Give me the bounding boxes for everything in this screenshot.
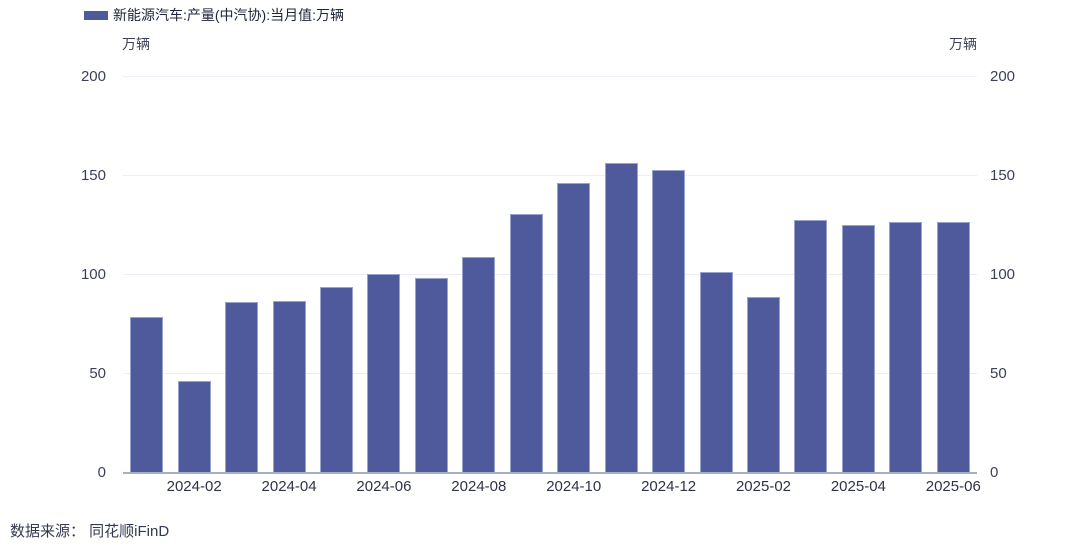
x-tick-2024-12: 2024-12 — [641, 478, 697, 495]
legend-item[interactable]: 新能源汽车:产量(中汽协):当月值:万辆 — [84, 5, 344, 25]
gridline-200 — [123, 76, 977, 77]
gridline-50 — [123, 373, 977, 374]
bar-2024-02 — [177, 381, 211, 473]
bar-2024-07 — [414, 278, 448, 473]
bar-2024-10 — [557, 183, 591, 473]
y-axis-unit-right: 万辆 — [949, 36, 977, 52]
legend-swatch-icon — [84, 10, 108, 20]
gridline-100 — [123, 274, 977, 275]
y-tick-right-150: 150 — [990, 167, 1016, 184]
y-tick-left-50: 50 — [89, 365, 106, 382]
y-tick-left-0: 0 — [97, 464, 106, 481]
bar-2024-04 — [272, 300, 306, 473]
x-tick-2025-04: 2025-04 — [830, 478, 886, 495]
x-tick-2024-02: 2024-02 — [166, 478, 222, 495]
y-tick-left-150: 150 — [80, 167, 106, 184]
bar-2024-05 — [320, 286, 353, 473]
bar-2024-08 — [462, 256, 496, 473]
x-axis-line — [123, 472, 977, 474]
bar-2025-04 — [841, 225, 875, 473]
bar-2025-05 — [889, 221, 923, 473]
y-axis-right: 0 50 100 150 200 — [990, 68, 1056, 481]
bar-2024-03 — [225, 302, 259, 473]
y-tick-right-0: 0 — [990, 464, 999, 481]
y-tick-right-200: 200 — [990, 68, 1016, 85]
x-tick-2024-08: 2024-08 — [451, 478, 507, 495]
x-tick-2025-02: 2025-02 — [735, 478, 792, 495]
bar-2024-01 — [130, 317, 164, 473]
legend-label: 新能源汽车:产量(中汽协):当月值:万辆 — [113, 7, 344, 23]
x-tick-2025-06: 2025-06 — [925, 478, 981, 495]
data-source: 数据来源： 同花顺iFinD — [10, 523, 170, 540]
y-tick-right-50: 50 — [990, 365, 1007, 382]
gridline-150 — [123, 175, 977, 176]
bar-2024-12 — [652, 169, 686, 473]
y-tick-left-200: 200 — [80, 68, 106, 85]
bar-2024-09 — [509, 214, 543, 473]
x-tick-2024-04: 2024-04 — [261, 478, 317, 495]
bar-2025-01 — [699, 272, 733, 473]
x-axis: 2024-02 2024-04 2024-06 2024-08 2024-10 2024-… — [123, 478, 981, 500]
y-tick-left-100: 100 — [80, 266, 106, 283]
bar-2025-03 — [794, 220, 828, 473]
y-axis-left: 0 50 100 150 200 — [40, 68, 106, 481]
bar-2024-06 — [367, 274, 401, 473]
bar-2024-11 — [604, 162, 638, 473]
bar-2025-06 — [936, 221, 970, 473]
x-tick-2024-06: 2024-06 — [356, 478, 412, 495]
plot-area — [123, 76, 977, 474]
y-tick-right-100: 100 — [990, 266, 1016, 283]
bar-2025-02 — [747, 297, 780, 473]
x-tick-2024-10: 2024-10 — [546, 478, 602, 495]
y-axis-unit-left: 万辆 — [122, 36, 150, 52]
